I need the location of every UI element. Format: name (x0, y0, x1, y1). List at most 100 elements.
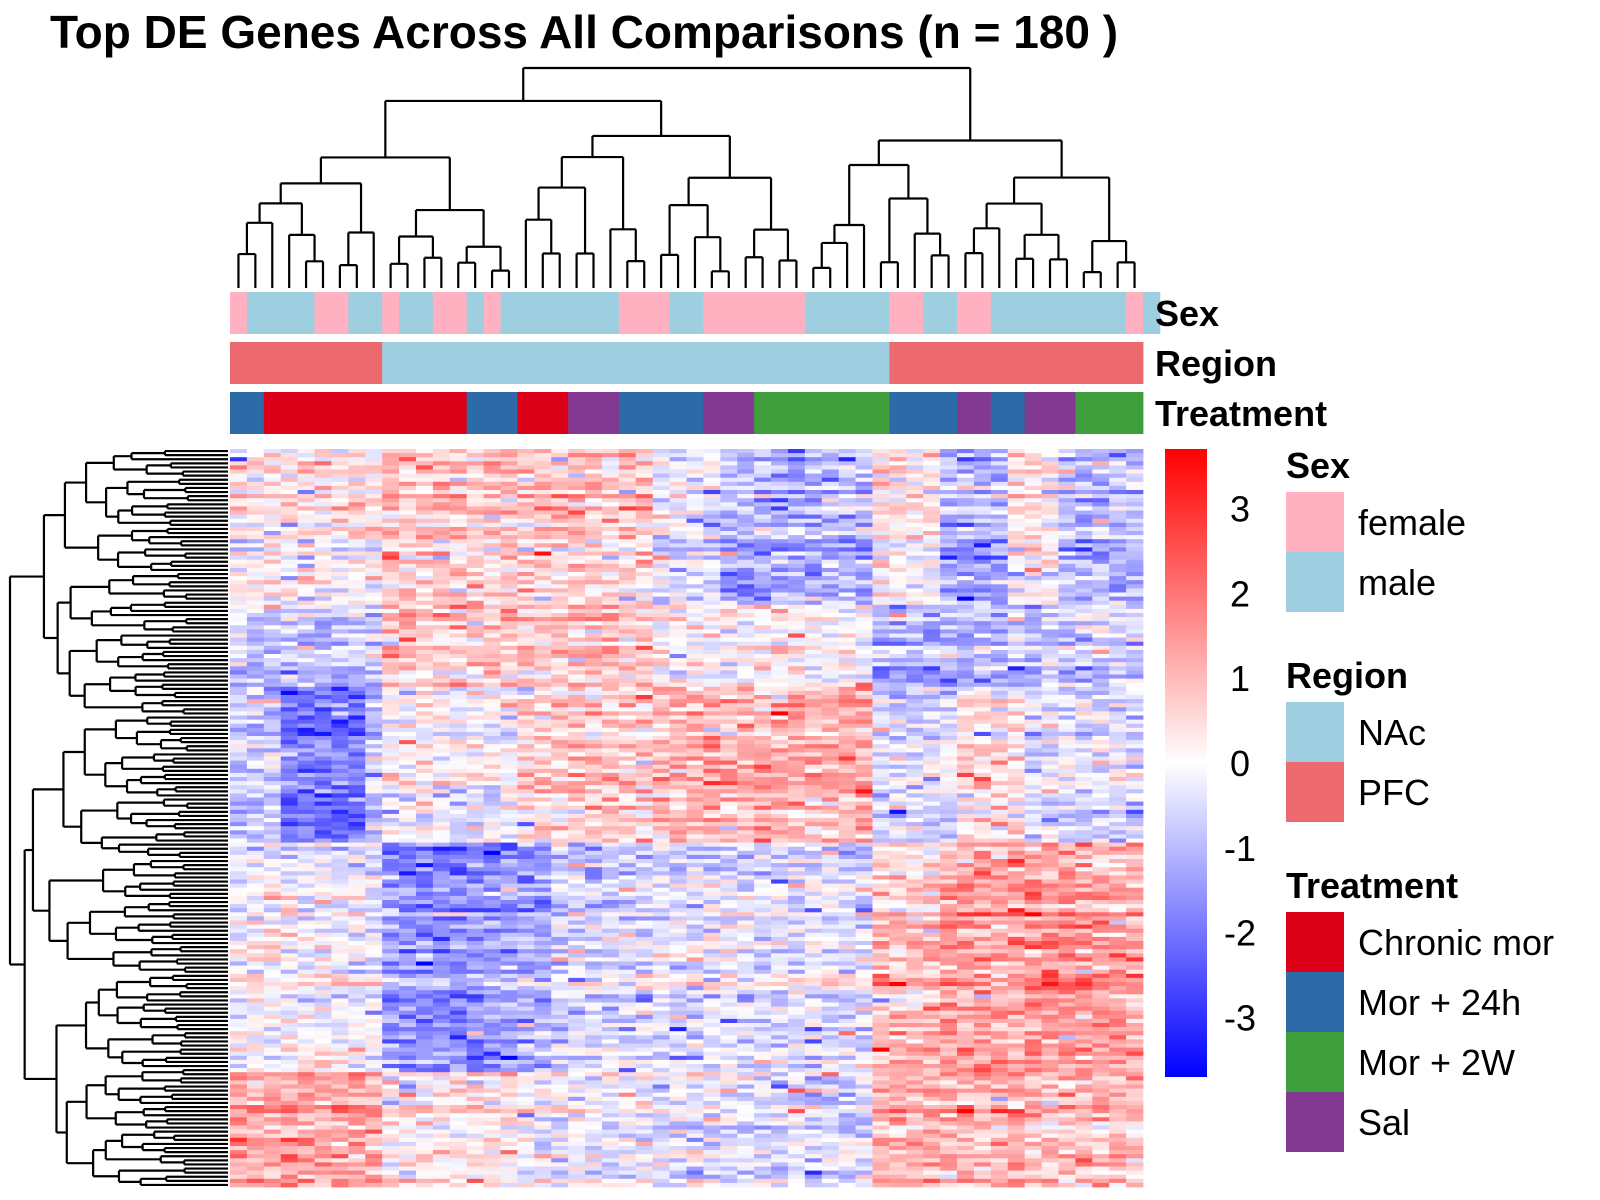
heatmap-cell (568, 699, 586, 704)
heatmap-cell (635, 576, 654, 581)
heatmap-cell (804, 490, 823, 495)
heatmap-cell (635, 748, 654, 753)
heatmap-cell (923, 703, 941, 708)
heatmap-cell (703, 547, 721, 552)
heatmap-cell (771, 715, 789, 720)
heatmap-cell (263, 703, 282, 708)
heatmap-cell (703, 695, 721, 700)
heatmap-cell (1024, 469, 1042, 474)
heatmap-cell (568, 494, 586, 499)
heatmap-cell (889, 731, 907, 737)
heatmap-cell (314, 719, 332, 725)
heatmap-cell (365, 555, 383, 561)
heatmap-cell (652, 662, 670, 667)
heatmap-cell (703, 555, 721, 561)
heatmap-cell (906, 670, 924, 675)
heatmap-cell (314, 572, 332, 577)
heatmap-cell (821, 752, 840, 757)
heatmap-cell (280, 539, 299, 544)
heatmap-cell (517, 633, 535, 638)
heatmap-cell (601, 485, 620, 491)
heatmap-cell (957, 658, 975, 663)
heatmap-cell (821, 633, 840, 638)
heatmap-cell (923, 699, 941, 704)
heatmap-cell (382, 608, 400, 614)
heatmap-cell (787, 494, 806, 499)
heatmap-cell (804, 576, 823, 581)
heatmap-cell (1041, 686, 1059, 692)
heatmap-cell (331, 485, 349, 491)
heatmap-cell (534, 678, 552, 684)
heatmap-cell (449, 580, 468, 585)
heatmap-cell (686, 744, 704, 749)
heatmap-cell (432, 461, 451, 466)
heatmap-cell (1041, 535, 1059, 540)
heatmap-cell (246, 662, 265, 667)
heatmap-cell (889, 649, 907, 655)
heatmap-cell (923, 600, 941, 606)
heatmap-cell (568, 539, 586, 544)
heatmap-cell (1041, 526, 1059, 532)
heatmap-cell (906, 510, 924, 515)
heatmap-cell (483, 678, 501, 684)
heatmap-cell (973, 461, 992, 466)
heatmap-cell (1024, 649, 1042, 655)
heatmap-cell (331, 707, 349, 712)
heatmap-cell (720, 682, 738, 688)
heatmap-cell (787, 584, 806, 589)
heatmap-cell (551, 637, 569, 643)
heatmap-cell (568, 506, 586, 511)
heatmap-cell (483, 662, 501, 667)
heatmap-cell (415, 608, 434, 614)
heatmap-cell (230, 547, 248, 552)
heatmap-cell (1058, 555, 1076, 561)
heatmap-cell (263, 633, 282, 638)
heatmap-cell (821, 543, 840, 548)
heatmap-cell (686, 539, 704, 544)
heatmap-cell (432, 740, 451, 745)
heatmap-cell (466, 690, 485, 696)
heatmap-cell (872, 502, 890, 507)
heatmap-cell (906, 551, 924, 556)
heatmap-cell (601, 502, 620, 507)
heatmap-cell (771, 604, 789, 610)
heatmap-cell (652, 522, 670, 528)
heatmap-cell (1041, 695, 1059, 700)
heatmap-cell (635, 604, 654, 610)
heatmap-cell (297, 731, 315, 737)
heatmap-cell (957, 727, 975, 733)
heatmap-cell (1024, 531, 1042, 536)
heatmap-cell (787, 654, 806, 659)
heatmap-cell (365, 744, 383, 749)
heatmap-cell (855, 510, 873, 515)
heatmap-cell (804, 551, 823, 556)
heatmap-cell (804, 555, 823, 561)
heatmap-cell (771, 555, 789, 561)
heatmap-cell (703, 682, 721, 688)
heatmap-cell (1126, 645, 1144, 651)
heatmap-cell (399, 465, 417, 470)
heatmap-cell (534, 629, 552, 634)
heatmap-cell (973, 666, 992, 671)
heatmap-cell (534, 526, 552, 532)
heatmap-cell (1092, 719, 1110, 725)
heatmap-cell (889, 465, 907, 470)
heatmap-cell (990, 686, 1009, 692)
heatmap-cell (703, 629, 721, 634)
heatmap-cell (889, 567, 907, 573)
heatmap-cell (1126, 711, 1144, 716)
heatmap-cell (737, 613, 755, 618)
heatmap-cell (1007, 584, 1026, 589)
heatmap-cell (1126, 608, 1144, 614)
heatmap-cell (720, 555, 738, 561)
heatmap-cell (618, 494, 637, 499)
heatmap-cell (1041, 604, 1059, 610)
heatmap-cell (534, 633, 552, 638)
heatmap-cell (331, 588, 349, 593)
heatmap-cell (855, 617, 873, 622)
heatmap-cell (1109, 719, 1127, 725)
heatmap-cell (838, 506, 856, 511)
heatmap-cell (568, 707, 586, 712)
heatmap-cell (720, 539, 738, 544)
heatmap-cell (432, 686, 451, 692)
